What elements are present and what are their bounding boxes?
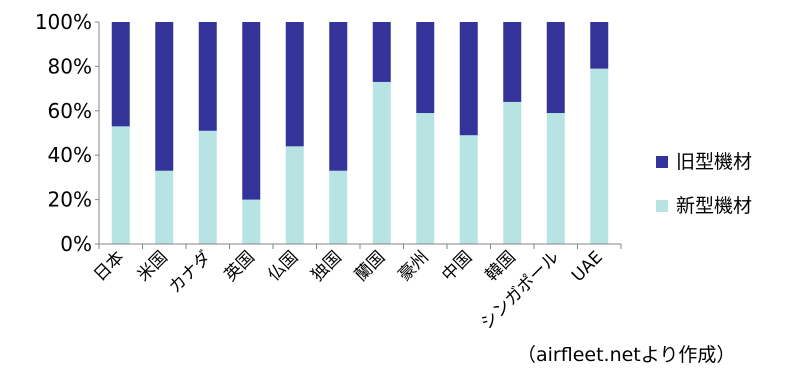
bar-segment-old xyxy=(242,22,261,200)
bar-segment-new xyxy=(111,126,130,244)
x-tick-label: 蘭国 xyxy=(351,247,389,285)
bar-segment-new xyxy=(242,199,261,244)
bar-segment-old xyxy=(416,22,435,114)
bar-segment-new xyxy=(459,135,478,244)
source-note: （airfleet.netより作成） xyxy=(517,344,736,366)
bar-segment-old xyxy=(285,22,304,147)
x-tick-label: UAE xyxy=(568,247,607,286)
x-tick-label: カナダ xyxy=(165,247,215,297)
bar-segment-old xyxy=(459,22,478,136)
bar-segment-old xyxy=(198,22,217,131)
y-tick-label: 60% xyxy=(48,99,92,123)
legend-label-new-aircraft: 新型機材 xyxy=(676,195,753,217)
bar-segment-old xyxy=(329,22,348,171)
bar-segment-new xyxy=(198,130,217,244)
x-tick-label: シンガポール xyxy=(477,247,563,333)
bar-segment-old xyxy=(372,22,391,82)
x-tick-label: 中国 xyxy=(438,247,476,285)
x-tick-label: 米国 xyxy=(134,247,172,285)
legend-swatch-old-aircraft xyxy=(656,156,668,168)
bar-segment-new xyxy=(372,81,391,244)
x-tick-label: 英国 xyxy=(221,247,259,285)
x-tick-label: 日本 xyxy=(90,247,128,285)
legend-swatch-new-aircraft xyxy=(656,200,668,212)
chart-legend: 旧型機材 新型機材 xyxy=(656,150,752,238)
bar-segment-old xyxy=(590,22,609,69)
y-tick-label: 0% xyxy=(60,232,92,256)
y-tick-label: 20% xyxy=(48,188,92,212)
y-tick-label: 40% xyxy=(48,143,92,167)
x-tick-label: 仏国 xyxy=(264,247,302,285)
bar-segment-new xyxy=(155,170,174,244)
x-tick-label: 独国 xyxy=(308,247,346,285)
bar-segment-new xyxy=(503,101,522,244)
bar-segment-old xyxy=(111,22,130,127)
bar-segment-old xyxy=(546,22,565,114)
y-tick-label: 100% xyxy=(35,10,92,34)
bar-segment-new xyxy=(546,113,565,245)
legend-item-new-aircraft: 新型機材 xyxy=(656,194,752,218)
bar-segment-old xyxy=(155,22,174,171)
x-tick-label: 豪州 xyxy=(394,247,433,286)
y-tick-label: 80% xyxy=(48,54,92,78)
bar-segment-new xyxy=(329,170,348,244)
bar-segment-new xyxy=(416,113,435,245)
bar-segment-new xyxy=(285,146,304,244)
bar-segment-old xyxy=(503,22,522,102)
bar-segment-new xyxy=(590,68,609,245)
x-tick-label: 韓国 xyxy=(482,247,520,285)
legend-item-old-aircraft: 旧型機材 xyxy=(656,150,752,174)
legend-label-old-aircraft: 旧型機材 xyxy=(676,151,753,173)
